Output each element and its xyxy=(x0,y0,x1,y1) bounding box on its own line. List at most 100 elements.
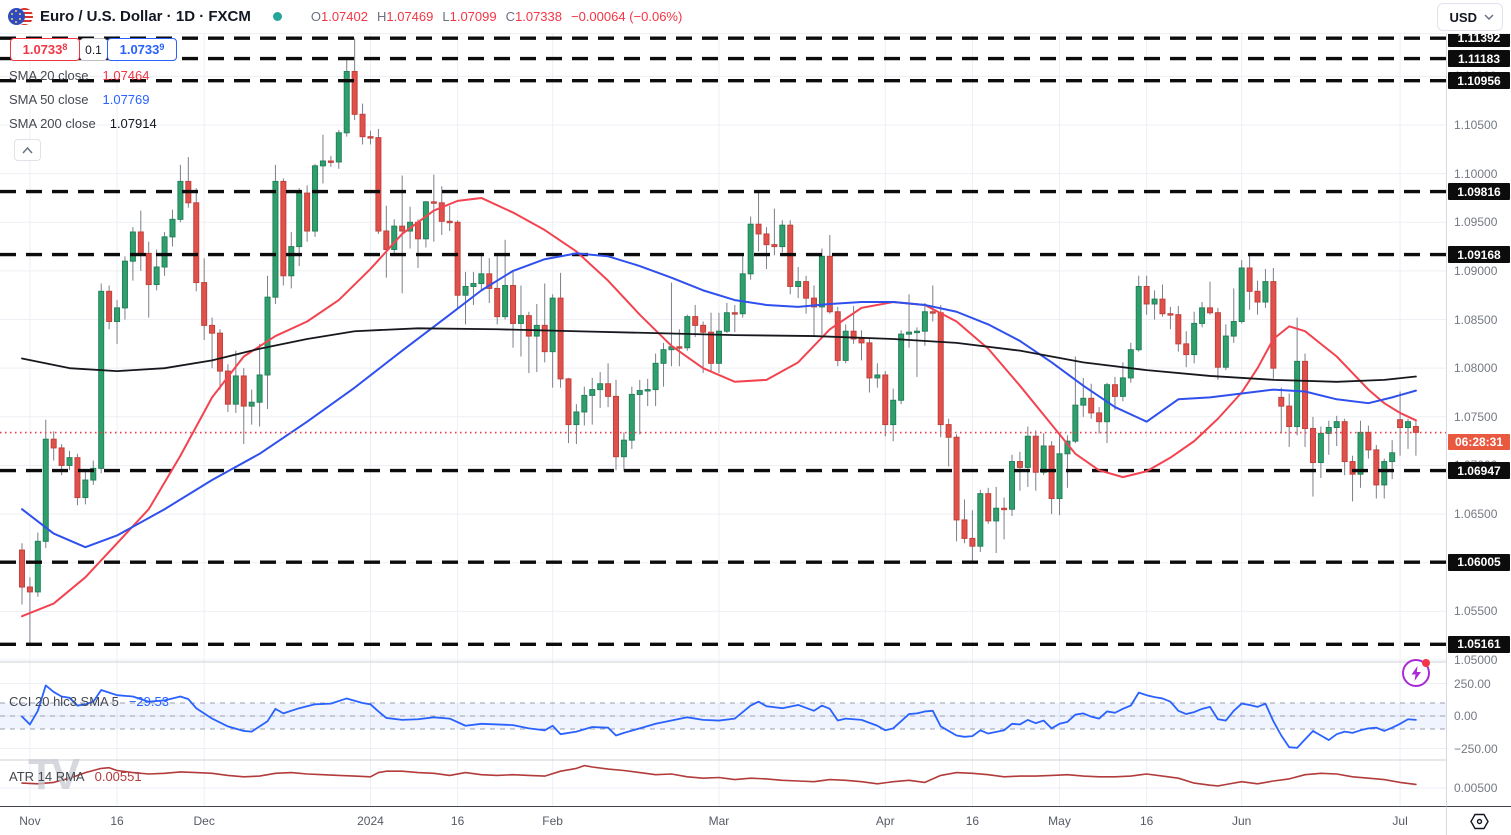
candle-body xyxy=(890,399,897,426)
candle-body xyxy=(296,192,303,248)
candle-body xyxy=(1262,281,1269,303)
candle-body xyxy=(510,284,517,324)
time-axis-label: Mar xyxy=(708,814,730,828)
candle-body xyxy=(1040,445,1047,473)
candle-body xyxy=(826,255,833,313)
price-tick-label: 1.06500 xyxy=(1454,507,1498,522)
candle-body xyxy=(1191,322,1198,356)
candle-body xyxy=(106,290,113,322)
atr-label: ATR 14 RMA xyxy=(9,769,85,784)
time-axis-label: Nov xyxy=(19,814,41,828)
candle-body xyxy=(1286,405,1293,428)
time-axis-label: Apr xyxy=(875,814,895,828)
candle-body xyxy=(906,331,913,335)
notification-dot xyxy=(1422,659,1430,667)
candle-body xyxy=(660,349,667,364)
candle-body xyxy=(1056,453,1063,500)
candle-body xyxy=(771,244,778,248)
candle-body xyxy=(177,180,184,220)
candle-body xyxy=(1278,396,1285,407)
collapse-legend-button[interactable] xyxy=(14,139,41,161)
chevron-up-icon xyxy=(22,146,33,154)
candle-body xyxy=(605,383,612,397)
time-axis-label: Jul xyxy=(1392,814,1408,828)
candle-body xyxy=(898,333,905,401)
candle-body xyxy=(866,342,873,379)
candle-body xyxy=(1349,461,1356,475)
candle-body xyxy=(636,390,643,395)
price-axis[interactable]: 1.110001.105001.100001.095001.090001.085… xyxy=(1446,0,1511,806)
candle-body xyxy=(224,370,231,405)
sma200-legend[interactable]: SMA 200 close 1.07914 xyxy=(9,116,157,131)
chart-header: Euro / U.S. Dollar · 1D · FXCM O 1.07402 … xyxy=(0,0,1511,34)
candle-body xyxy=(779,224,786,248)
lightning-icon xyxy=(1411,665,1421,681)
candle-body xyxy=(114,307,121,322)
candle-body xyxy=(644,389,651,392)
atr-legend[interactable]: ATR 14 RMA 0.00551 xyxy=(9,769,142,784)
candle-body xyxy=(1397,419,1404,429)
sma20-legend[interactable]: SMA 20 close 1.07464 xyxy=(9,68,150,83)
candle-body xyxy=(1230,320,1237,337)
buy-price-button[interactable]: 1.0733 9 xyxy=(107,38,177,61)
candle-body xyxy=(573,411,580,426)
candle-body xyxy=(359,113,366,138)
candle-body xyxy=(288,246,295,277)
candle-body xyxy=(715,330,722,364)
candle-body xyxy=(280,180,287,277)
price-tick-label: 1.05500 xyxy=(1454,604,1498,619)
time-axis-label: 16 xyxy=(450,814,465,828)
candle-body xyxy=(961,519,968,539)
atr-tick-label: 0.00500 xyxy=(1454,781,1498,795)
candle-body xyxy=(1254,290,1261,303)
candle-body xyxy=(304,192,311,232)
candle-body xyxy=(1317,432,1324,464)
candle-body xyxy=(700,324,707,333)
candle-body xyxy=(628,393,635,441)
candle-body xyxy=(438,202,445,222)
candle-body xyxy=(803,281,810,299)
candle-body xyxy=(541,324,548,353)
sell-price-button[interactable]: 1.0733 8 xyxy=(10,38,80,61)
sma200-value: 1.07914 xyxy=(109,116,157,131)
candle-body xyxy=(367,136,374,139)
candle-body xyxy=(1143,285,1150,305)
currency-selector-button[interactable]: USD xyxy=(1436,3,1503,31)
candle-body xyxy=(232,375,239,405)
price-level-badge: 1.05161 xyxy=(1448,635,1510,653)
session-settings-icon[interactable] xyxy=(1470,813,1489,830)
price-level-badge: 1.09816 xyxy=(1448,183,1510,201)
candle-body xyxy=(977,493,984,547)
market-status-icon[interactable] xyxy=(272,12,282,21)
candle-body xyxy=(874,374,881,379)
chart-canvas[interactable] xyxy=(0,0,1446,806)
cci-legend[interactable]: CCI 20 hlc3 SMA 5 −29.53 xyxy=(9,694,169,709)
time-axis[interactable]: Nov 16 Dec 2024 16 Feb Mar Apr 16 May 16 Jun Jul xyxy=(0,806,1446,835)
candle-body xyxy=(1032,435,1039,473)
open-value: 1.07402 xyxy=(320,9,368,24)
price-tick-label: 1.09000 xyxy=(1454,263,1498,278)
lightning-trade-button[interactable] xyxy=(1402,659,1430,687)
candle-body xyxy=(1016,461,1023,468)
candle-body xyxy=(1373,449,1380,486)
price-level-badge: 1.06005 xyxy=(1448,553,1510,571)
spread-value: 0.1 xyxy=(80,38,107,61)
candle-body xyxy=(327,160,334,163)
candle-body xyxy=(1135,285,1142,351)
candle-body xyxy=(1412,426,1419,433)
sma50-label: SMA 50 close xyxy=(9,92,89,107)
sma50-line xyxy=(21,252,1417,549)
candle-body xyxy=(1222,335,1229,368)
candle-body xyxy=(921,311,928,332)
sma50-legend[interactable]: SMA 50 close 1.07769 xyxy=(9,92,150,107)
time-axis-label: 16 xyxy=(1139,814,1154,828)
time-axis-label: 16 xyxy=(110,814,124,828)
candle-body xyxy=(121,260,128,309)
candle-body xyxy=(82,479,89,499)
candle-body xyxy=(1080,397,1087,406)
candle-body xyxy=(383,230,390,251)
symbol-title[interactable]: Euro / U.S. Dollar · 1D · FXCM xyxy=(40,8,251,25)
candle-body xyxy=(652,362,659,391)
candle-body xyxy=(335,132,342,163)
